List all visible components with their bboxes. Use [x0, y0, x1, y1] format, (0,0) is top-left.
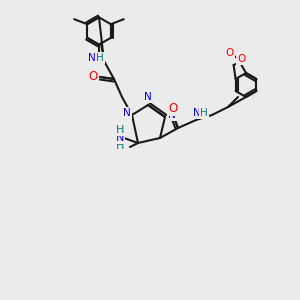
Text: H: H [116, 130, 124, 140]
Text: N: N [144, 92, 152, 102]
Text: H: H [200, 108, 208, 118]
Text: O: O [226, 48, 234, 58]
Text: N: N [88, 53, 96, 63]
Text: N: N [123, 108, 131, 118]
Text: N: N [116, 137, 124, 147]
Text: H: H [116, 144, 124, 154]
Text: H: H [96, 53, 104, 63]
Text: O: O [238, 54, 246, 64]
Text: N: N [193, 108, 201, 118]
Text: N: N [168, 110, 176, 120]
Text: H: H [116, 141, 124, 151]
Text: H: H [116, 125, 124, 135]
Text: O: O [168, 101, 178, 115]
Text: N: N [116, 133, 124, 143]
Text: O: O [88, 70, 98, 83]
